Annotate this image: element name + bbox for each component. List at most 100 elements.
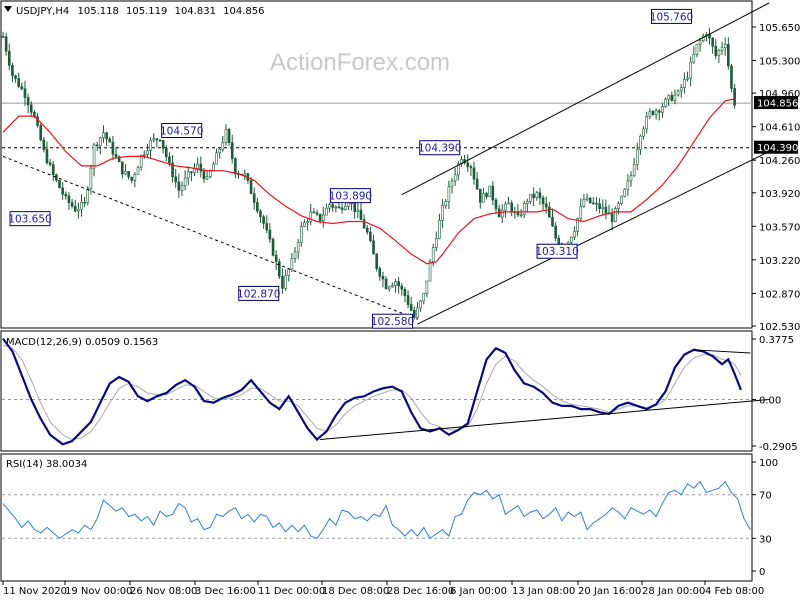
candle-body <box>99 137 102 147</box>
candle-body <box>48 162 52 165</box>
candle <box>230 134 234 164</box>
candle <box>425 280 429 298</box>
candle <box>249 177 253 194</box>
candle <box>727 37 730 70</box>
candle-body <box>485 193 488 198</box>
price-trendline-1 <box>417 151 770 325</box>
candle-body <box>519 214 523 217</box>
rsi-axis: 100 70 30 0 <box>752 458 778 578</box>
candle-body <box>334 206 338 209</box>
candle-body <box>174 176 177 183</box>
candle <box>592 197 595 205</box>
candle-body <box>309 211 313 222</box>
candle <box>51 161 55 182</box>
price-layer: 105.760 104.570 104.390 103.890 103.650 103.3… <box>1 2 770 329</box>
price-tick-label: 102.870 <box>759 289 800 300</box>
candle <box>714 39 718 60</box>
candle <box>664 97 667 108</box>
candle-body <box>384 278 388 290</box>
candle-body <box>582 199 586 207</box>
candle-body <box>168 156 171 164</box>
candle <box>174 169 177 188</box>
candle-body <box>595 202 598 205</box>
candle <box>711 36 714 54</box>
current-price-tag: 104.856 <box>754 96 798 110</box>
time-tick-label: 4 Feb 08:00 <box>705 586 764 597</box>
candle-body <box>205 176 209 180</box>
candle <box>268 223 272 243</box>
candle-body <box>362 219 366 229</box>
candle-body <box>544 203 548 208</box>
candle <box>278 258 281 280</box>
candle <box>55 173 58 183</box>
candle <box>243 169 247 180</box>
candle-body <box>340 207 344 211</box>
candle-body <box>17 78 21 87</box>
candle <box>466 154 470 172</box>
candle-body <box>651 110 655 115</box>
price-tick-label: 105.650 <box>759 23 800 34</box>
price-label-105760: 105.760 <box>650 8 693 24</box>
candle <box>422 292 426 305</box>
candle <box>136 165 140 175</box>
candle-body <box>158 139 162 142</box>
candle <box>661 102 664 118</box>
macd-axis: 0.3775 0.00 -0.2905 <box>752 335 798 453</box>
candle <box>654 108 658 120</box>
price-label-text: 102.870 <box>237 288 280 300</box>
candle-body <box>117 156 121 163</box>
candle-body <box>186 171 190 179</box>
candle-body <box>529 194 532 202</box>
candle-body <box>171 162 174 178</box>
candle <box>686 71 689 82</box>
candle-body <box>221 142 225 150</box>
candle-body <box>441 205 444 221</box>
dropdown-triangle-icon[interactable] <box>4 6 12 12</box>
candle <box>224 124 228 146</box>
candle <box>42 136 46 153</box>
candle <box>296 238 300 259</box>
candle <box>95 141 99 151</box>
candle <box>183 170 187 191</box>
candle <box>190 171 193 182</box>
candle <box>375 252 378 272</box>
candle-body <box>4 36 8 52</box>
candle <box>108 136 112 143</box>
candle-body <box>526 201 529 204</box>
rsi-tick-label: 30 <box>759 534 772 545</box>
candle-body <box>369 231 372 242</box>
candle <box>218 147 221 159</box>
candle <box>155 138 159 148</box>
candle-body <box>127 171 130 178</box>
candle <box>315 209 319 217</box>
price-label-box <box>329 188 371 204</box>
candle-body <box>180 185 184 191</box>
rsi-tick-label: 0 <box>759 567 765 578</box>
candle <box>610 208 614 231</box>
time-tick-label: 6 Jan 00:00 <box>450 586 507 597</box>
candle-body <box>585 197 589 200</box>
candle <box>92 142 96 177</box>
candle-body <box>406 295 410 305</box>
candle <box>303 219 306 228</box>
candle-body <box>510 202 513 213</box>
price-tick-label: 104.960 <box>759 89 800 100</box>
candle-body <box>146 150 149 155</box>
candle <box>642 126 645 140</box>
price-label-box <box>536 243 578 259</box>
candle <box>482 187 485 203</box>
candle <box>529 194 532 205</box>
macd-tick-label: 0.3775 <box>759 335 794 346</box>
candle-body <box>482 193 485 203</box>
low-value: 104.831 <box>175 6 216 17</box>
candle-body <box>202 170 206 180</box>
candle <box>111 136 115 161</box>
candle-body <box>548 206 551 218</box>
time-tick-label: 11 Nov 2020 <box>3 586 67 597</box>
candle <box>359 202 363 221</box>
candle-body <box>328 204 331 209</box>
candle <box>321 206 325 228</box>
candle <box>500 204 504 223</box>
candle-body <box>296 242 300 253</box>
candle-body <box>679 87 683 92</box>
